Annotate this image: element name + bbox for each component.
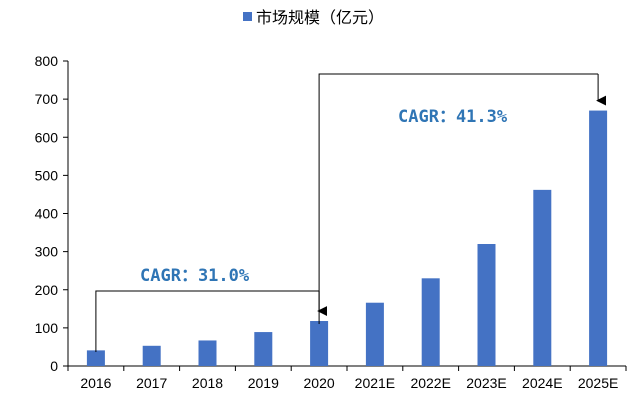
x-tick-label: 2022E — [410, 375, 450, 391]
x-tick-label: 2020 — [304, 375, 335, 391]
bar — [310, 321, 329, 366]
bar — [477, 244, 496, 366]
legend: 市场规模（亿元） — [243, 8, 384, 27]
x-tick-label: 2023E — [466, 375, 506, 391]
bar — [421, 278, 440, 366]
x-tick-label: 2025E — [578, 375, 618, 391]
bar — [86, 350, 105, 366]
cagr-label: CAGR：41.3% — [398, 107, 508, 127]
bar-series — [86, 110, 608, 366]
bar — [254, 332, 273, 366]
y-tick-label: 800 — [35, 53, 59, 69]
y-tick-label: 200 — [35, 282, 59, 298]
x-axis: 2016 2017 2018 2019 2020 2021E 2022E 2023E 2024E… — [67, 365, 627, 391]
x-tick-label: 2018 — [192, 375, 223, 391]
cagr-bracket-line — [318, 73, 599, 324]
cagr-annotations: CAGR：31.0% CAGR：41.3% — [95, 73, 607, 352]
x-tick-label: 2017 — [136, 375, 167, 391]
y-tick-label: 100 — [35, 320, 59, 336]
y-tick-label: 600 — [35, 129, 59, 145]
cagr-bracket-line — [95, 290, 320, 352]
bar — [142, 345, 161, 366]
bar — [589, 110, 608, 366]
legend-label: 市场规模（亿元） — [256, 8, 384, 27]
x-tick-label: 2024E — [522, 375, 562, 391]
bar — [365, 302, 384, 366]
x-tick-label: 2021E — [355, 375, 395, 391]
x-tick-label: 2019 — [248, 375, 279, 391]
y-tick-label: 300 — [35, 244, 59, 260]
y-tick-label: 400 — [35, 206, 59, 222]
y-tick-label: 500 — [35, 167, 59, 183]
y-axis: 0 100 200 300 400 500 600 700 800 — [35, 53, 69, 374]
y-tick-label: 0 — [50, 358, 58, 374]
cagr-label: CAGR：31.0% — [140, 266, 250, 286]
legend-swatch — [243, 12, 252, 21]
x-tick-label: 2016 — [80, 375, 111, 391]
y-tick-label: 700 — [35, 91, 59, 107]
bar — [198, 340, 217, 366]
bar — [533, 189, 552, 366]
